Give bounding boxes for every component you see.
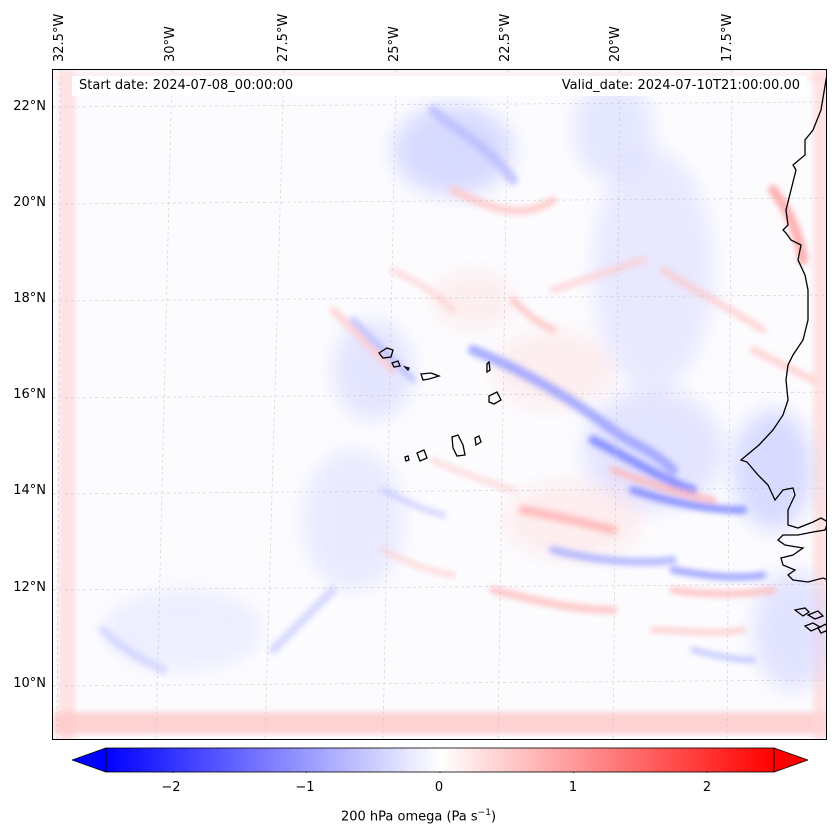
colorbar-title-prefix: 200 hPa omega (Pa s: [340, 809, 478, 825]
lon-label-25w: 25°W: [387, 26, 402, 62]
island-santa-luzia: [402, 365, 410, 372]
island-brava: [404, 455, 410, 462]
gridlines: [53, 70, 826, 739]
island-sao-nicolau: [420, 372, 442, 381]
lat-label-22n: 22°N: [13, 99, 46, 114]
colorbar-tick-label-1: 1: [568, 780, 578, 795]
island-santo-antao: [378, 347, 394, 359]
colorbar-tick-label-neg1: −1: [295, 780, 315, 795]
coastline-bissagos-1: [793, 607, 811, 617]
streak-features: [99, 105, 817, 674]
map-panel: [52, 69, 827, 740]
island-sal: [486, 360, 491, 374]
lat-label-20n: 20°N: [13, 195, 46, 210]
lon-label-22.5w: 22.5°W: [498, 13, 513, 62]
island-fogo: [416, 449, 428, 462]
lat-label-14n: 14°N: [13, 483, 46, 498]
cape-verde-islands: [378, 347, 502, 462]
omega-field-map: [53, 70, 826, 739]
start-date-text: Start date: 2024-07-08_00:00:00: [79, 78, 294, 93]
african-coastline: [739, 76, 826, 634]
lon-label-27.5w: 27.5°W: [276, 13, 291, 62]
date-annotation-box: Start date: 2024-07-08_00:00:00 Valid_da…: [72, 76, 807, 96]
island-santiago: [451, 434, 466, 457]
colorbar-tick-label-2: 2: [702, 780, 712, 795]
colorbar-title-suffix: ): [490, 809, 497, 825]
colorbar-ticks: [172, 772, 708, 773]
island-boa-vista: [488, 391, 502, 405]
lon-label-17.5w: 17.5°W: [720, 13, 735, 62]
colorbar-max-extend-arrow: [773, 747, 808, 773]
lon-label-32.5w: 32.5°W: [52, 13, 67, 62]
colorbar-tick-label-0: 0: [434, 780, 444, 795]
colorbar-tick-label-neg2: −2: [161, 780, 181, 795]
lat-label-12n: 12°N: [13, 580, 46, 595]
island-sao-vicente: [391, 360, 401, 368]
lat-label-18n: 18°N: [13, 291, 46, 306]
coastline-bissagos-4: [817, 623, 826, 634]
colorbar: [72, 747, 808, 773]
island-maio: [474, 435, 482, 447]
colorbar-title-exponent: −1: [477, 808, 491, 818]
lon-label-30w: 30°W: [163, 26, 178, 62]
lon-label-20w: 20°W: [608, 26, 623, 62]
coastline-mauritania-senegal-guinea: [739, 76, 826, 583]
colorbar-min-extend-arrow: [72, 747, 107, 773]
lat-label-10n: 10°N: [13, 676, 46, 691]
coastline-bissagos-2: [806, 610, 825, 620]
colorbar-gradient: [105, 747, 775, 773]
colorbar-title: 200 hPa omega (Pa s−1): [0, 808, 837, 824]
lat-label-16n: 16°N: [13, 387, 46, 402]
valid-date-text: Valid_date: 2024-07-10T21:00:00.00: [561, 78, 800, 93]
